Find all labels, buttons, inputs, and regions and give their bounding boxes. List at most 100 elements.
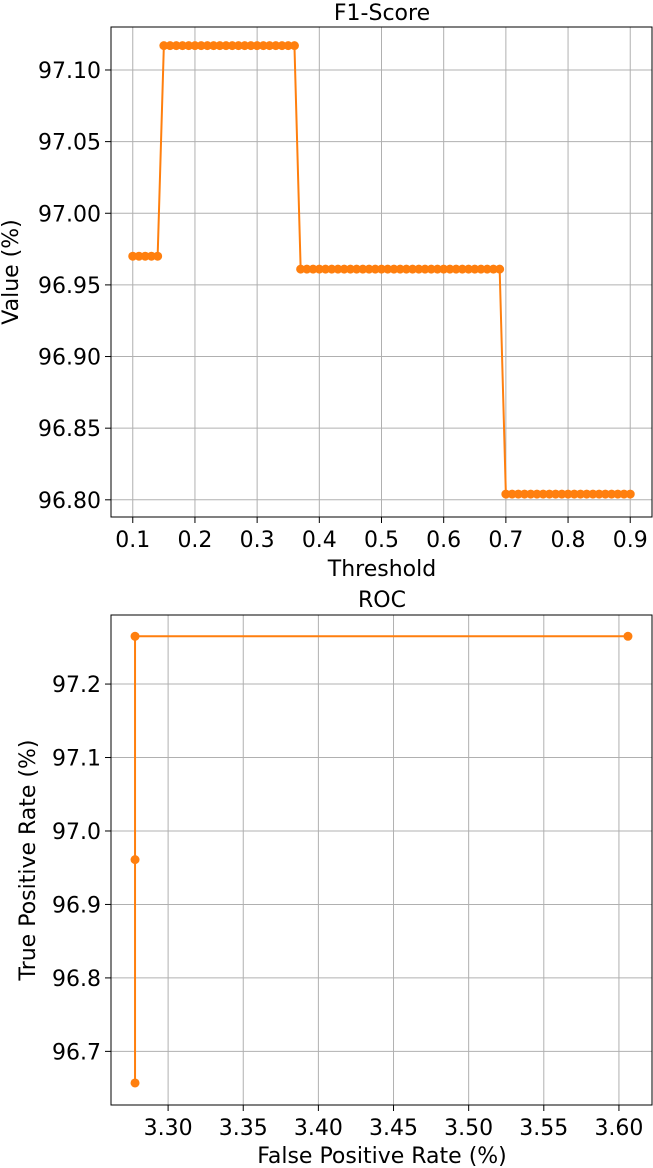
data-point bbox=[240, 41, 250, 51]
data-point bbox=[538, 489, 548, 499]
data-point bbox=[457, 264, 467, 274]
data-point bbox=[314, 264, 324, 274]
data-point bbox=[395, 264, 405, 274]
x-tick-label: 3.55 bbox=[519, 1116, 568, 1141]
data-point bbox=[146, 251, 156, 261]
data-point bbox=[432, 264, 442, 274]
y-tick-label: 96.80 bbox=[38, 489, 101, 514]
data-point bbox=[215, 41, 225, 51]
data-point bbox=[408, 264, 418, 274]
series-f1-score bbox=[128, 41, 635, 499]
data-point bbox=[252, 41, 262, 51]
data-point bbox=[352, 264, 362, 274]
data-point bbox=[426, 264, 436, 274]
data-point bbox=[258, 41, 268, 51]
data-point bbox=[582, 489, 592, 499]
y-tick-label: 97.10 bbox=[38, 59, 101, 84]
data-point bbox=[153, 251, 163, 261]
data-point bbox=[501, 489, 511, 499]
data-point bbox=[495, 264, 505, 274]
data-point bbox=[370, 264, 380, 274]
data-point bbox=[345, 264, 355, 274]
x-tick-label: 3.45 bbox=[369, 1116, 418, 1141]
data-point bbox=[283, 41, 293, 51]
x-ticks: 3.30 3.35 3.40 3.45 3.50 3.55 3.60 bbox=[144, 1105, 643, 1141]
data-point bbox=[563, 489, 573, 499]
data-point bbox=[321, 264, 331, 274]
data-point bbox=[401, 264, 411, 274]
data-point bbox=[358, 264, 368, 274]
data-point bbox=[233, 41, 243, 51]
data-point bbox=[600, 489, 610, 499]
data-point bbox=[327, 264, 337, 274]
x-axis-label: Threshold bbox=[327, 557, 436, 582]
data-point bbox=[159, 41, 169, 51]
y-tick-label: 97.1 bbox=[52, 747, 101, 772]
x-tick-label: 3.30 bbox=[144, 1116, 193, 1141]
data-point bbox=[339, 264, 349, 274]
data-point bbox=[130, 855, 140, 865]
data-point bbox=[140, 251, 150, 261]
f1-score-chart: F1-Score 0.1 0.2 0.3 0.4 0.5 0.6 0.7 0.8 0.9 96.… bbox=[0, 1, 653, 582]
data-point bbox=[607, 489, 617, 499]
y-tick-label: 96.95 bbox=[38, 274, 101, 299]
data-point bbox=[588, 489, 598, 499]
data-point bbox=[557, 489, 567, 499]
x-tick-label: 3.60 bbox=[594, 1116, 643, 1141]
data-point bbox=[464, 264, 474, 274]
data-point bbox=[513, 489, 523, 499]
data-point bbox=[128, 251, 138, 261]
data-point bbox=[383, 264, 393, 274]
x-tick-label: 0.7 bbox=[488, 528, 523, 553]
data-point bbox=[190, 41, 200, 51]
y-tick-label: 97.2 bbox=[52, 673, 101, 698]
data-point bbox=[526, 489, 536, 499]
data-point bbox=[470, 264, 480, 274]
data-point bbox=[165, 41, 175, 51]
data-point bbox=[134, 251, 144, 261]
data-point bbox=[488, 264, 498, 274]
y-tick-label: 97.00 bbox=[38, 202, 101, 227]
x-tick-label: 0.3 bbox=[240, 528, 275, 553]
data-point bbox=[246, 41, 256, 51]
plot-frame bbox=[110, 614, 653, 1106]
chart-title: ROC bbox=[358, 588, 406, 613]
x-tick-label: 0.6 bbox=[426, 528, 461, 553]
data-point bbox=[569, 489, 579, 499]
data-point bbox=[619, 489, 629, 499]
x-ticks: 0.1 0.2 0.3 0.4 0.5 0.6 0.7 0.8 0.9 bbox=[115, 517, 648, 553]
roc-chart: ROC 3.30 3.35 3.40 3.45 3.50 3.55 3.60 96.796.… bbox=[16, 588, 653, 1168]
series-line bbox=[134, 635, 628, 1083]
data-point bbox=[302, 264, 312, 274]
data-point bbox=[364, 264, 374, 274]
data-point bbox=[377, 264, 386, 274]
data-point bbox=[520, 489, 530, 499]
y-tick-label: 97.0 bbox=[52, 820, 101, 845]
data-point bbox=[439, 264, 449, 274]
data-point bbox=[184, 41, 194, 51]
y-tick-label: 96.85 bbox=[38, 417, 101, 442]
data-point bbox=[271, 41, 281, 51]
data-point bbox=[209, 41, 219, 51]
data-point bbox=[613, 489, 623, 499]
data-point bbox=[202, 41, 212, 51]
y-tick-label: 96.8 bbox=[52, 967, 101, 992]
data-point bbox=[171, 41, 181, 51]
data-point bbox=[333, 264, 343, 274]
x-tick-label: 3.35 bbox=[219, 1116, 268, 1141]
data-point bbox=[389, 264, 399, 274]
gridlines bbox=[111, 615, 652, 1105]
data-point bbox=[277, 41, 287, 51]
data-point bbox=[130, 1078, 140, 1088]
chart-title: F1-Score bbox=[334, 1, 430, 26]
data-point bbox=[227, 41, 237, 51]
data-point bbox=[507, 489, 517, 499]
data-point bbox=[482, 264, 492, 274]
data-point bbox=[178, 41, 188, 51]
data-point bbox=[451, 264, 461, 274]
y-tick-label: 96.7 bbox=[52, 1040, 101, 1065]
data-point bbox=[265, 41, 275, 51]
x-tick-label: 0.2 bbox=[177, 528, 212, 553]
x-tick-label: 3.40 bbox=[294, 1116, 343, 1141]
